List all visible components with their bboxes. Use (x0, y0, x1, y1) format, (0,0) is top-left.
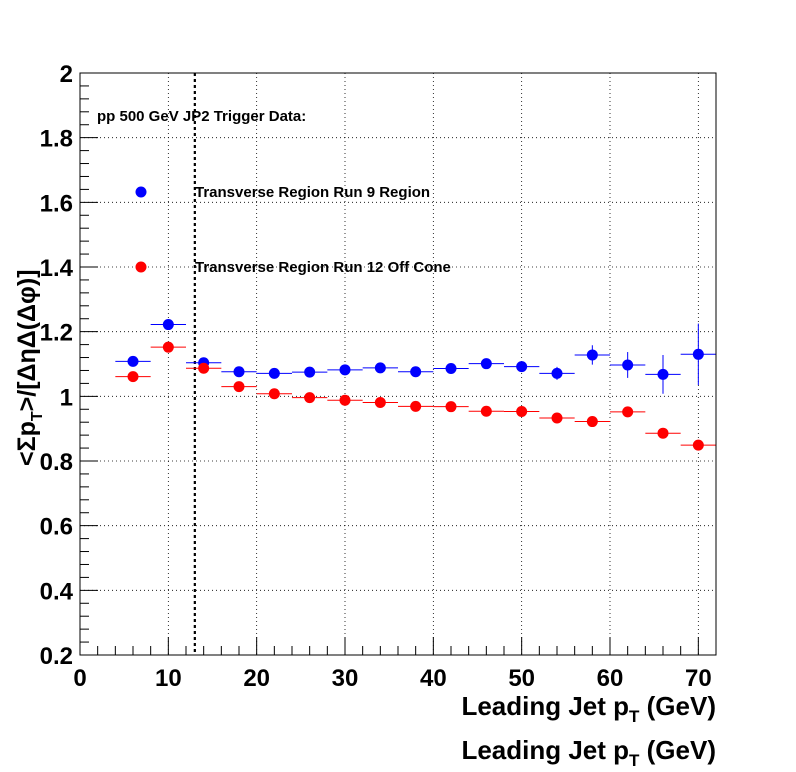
data-point (692, 348, 704, 360)
x-tick-label: 20 (243, 665, 270, 692)
series-1 (115, 341, 716, 451)
data-points (115, 319, 716, 451)
data-point (480, 405, 492, 417)
data-point (657, 427, 669, 439)
x-tick-label: 30 (332, 665, 359, 692)
data-point (551, 412, 563, 424)
x-tick-label: 50 (508, 665, 535, 692)
x-axis-label-secondary-main: Leading Jet p (461, 735, 629, 765)
y-tick-label: 0.4 (40, 578, 74, 605)
y-axis-label-sub: T (29, 411, 46, 421)
data-point (410, 366, 422, 378)
y-tick-label: 1.2 (40, 320, 73, 347)
y-axis-label-main: <Σp (13, 421, 41, 466)
legend-label-run9: Transverse Region Run 9 Region (195, 184, 430, 201)
data-point (268, 367, 280, 379)
data-point (127, 371, 139, 383)
data-point (268, 388, 280, 400)
data-point (339, 394, 351, 406)
x-axis-label-secondary: Leading Jet pT (GeV) (461, 735, 716, 770)
legend: pp 500 GeV JP2 Trigger Data: Transverse … (97, 108, 451, 276)
legend-marker-run9 (135, 186, 147, 198)
x-axis-label-secondary-unit: (GeV) (639, 735, 716, 765)
x-tick-label: 0 (73, 665, 86, 692)
data-point (374, 362, 386, 374)
y-axis-label-tail: >/[ΔηΔ(Δφ)] (13, 269, 41, 411)
x-tick-label: 60 (597, 665, 624, 692)
data-point (233, 381, 245, 393)
data-point (374, 396, 386, 408)
data-point (516, 361, 528, 373)
data-point (480, 358, 492, 370)
data-point (516, 406, 528, 418)
data-point (445, 363, 457, 375)
data-point (162, 319, 174, 331)
data-point (410, 400, 422, 412)
y-axis-label: <ΣpT>/[ΔηΔ(Δφ)] (13, 269, 46, 466)
axis-tick-labels: 0 10 20 30 40 50 60 70 0.2 0.4 0.6 0.8 1 1.2 1.4 1.6 1.8… (40, 61, 712, 692)
axis-ticks (79, 72, 717, 656)
y-tick-label: 0.8 (40, 449, 73, 476)
x-axis-label: Leading Jet pT (GeV) (461, 691, 716, 726)
data-point (586, 416, 598, 428)
data-point (304, 366, 316, 378)
data-point (233, 366, 245, 378)
x-tick-label: 10 (155, 665, 182, 692)
y-tick-label: 0.2 (40, 643, 73, 670)
data-point (622, 406, 634, 418)
data-point (304, 392, 316, 404)
data-point (551, 367, 563, 379)
data-point (445, 401, 457, 413)
data-point (692, 439, 704, 451)
data-point (339, 364, 351, 376)
series-0 (115, 319, 716, 394)
x-axis-label-main: Leading Jet p (461, 691, 629, 721)
legend-label-run12: Transverse Region Run 12 Off Cone (195, 259, 451, 276)
y-tick-label: 1.4 (40, 255, 74, 282)
x-tick-label: 70 (685, 665, 712, 692)
x-axis-label-secondary-sub: T (629, 751, 640, 770)
y-tick-label: 0.6 (40, 514, 73, 541)
y-tick-label: 1 (60, 384, 73, 411)
legend-header: pp 500 GeV JP2 Trigger Data: (97, 108, 306, 125)
data-point (586, 349, 598, 361)
y-tick-label: 2 (60, 61, 73, 88)
data-point (127, 355, 139, 367)
x-axis-label-unit: (GeV) (639, 691, 716, 721)
data-point (622, 359, 634, 371)
data-point (162, 341, 174, 353)
x-tick-label: 40 (420, 665, 447, 692)
x-axis-label-sub: T (629, 707, 640, 726)
data-point (198, 362, 210, 374)
y-tick-label: 1.6 (40, 190, 73, 217)
legend-marker-run12 (135, 261, 147, 273)
data-point (657, 368, 669, 380)
y-tick-label: 1.8 (40, 126, 73, 153)
grid-lines (80, 73, 716, 655)
